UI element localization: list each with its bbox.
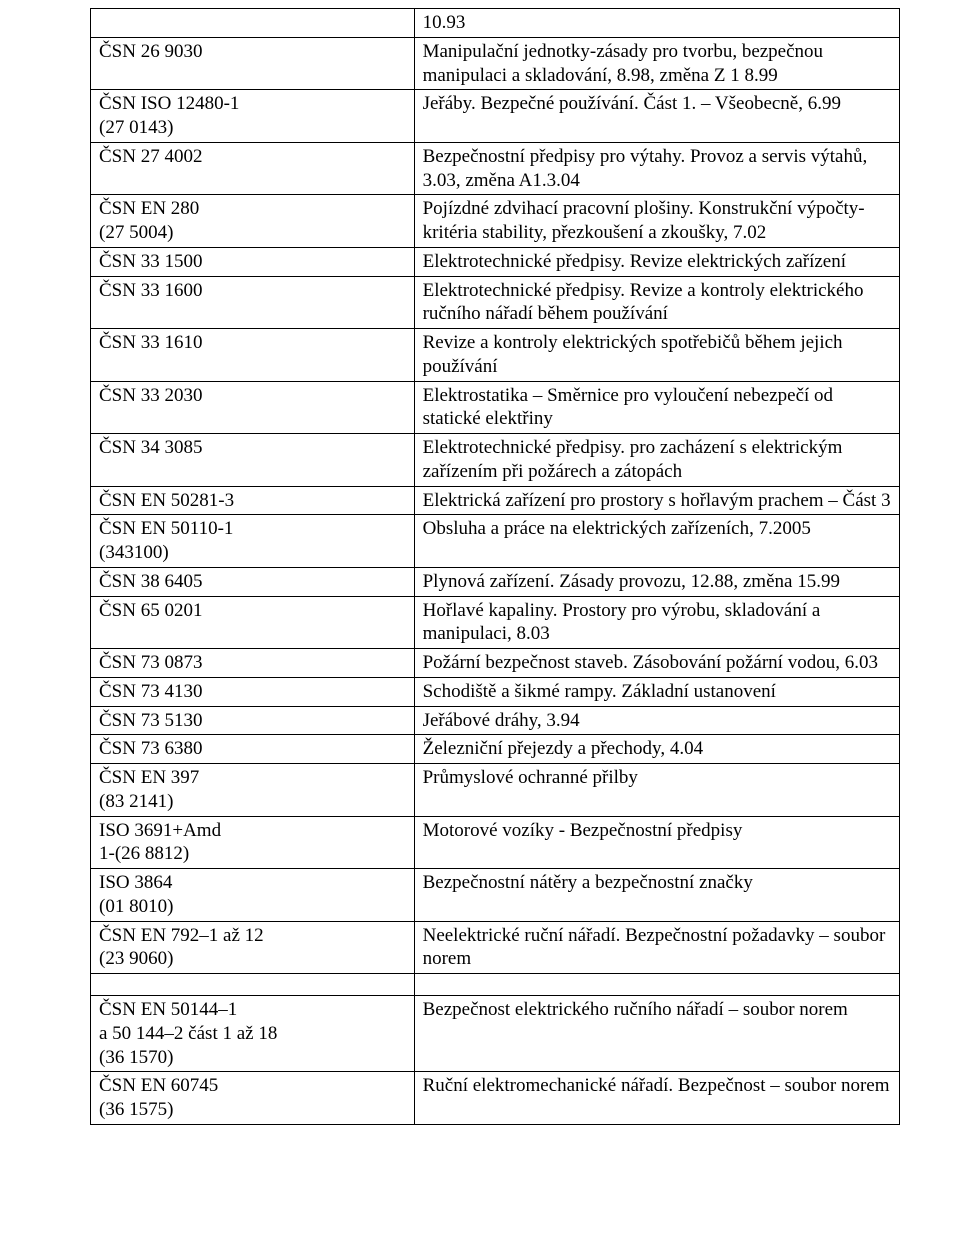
standard-code-cell: ČSN 34 3085: [91, 434, 415, 487]
standards-table: 10.93ČSN 26 9030Manipulační jednotky-zás…: [90, 8, 900, 1125]
table-row: ČSN 33 2030Elektrostatika – Směrnice pro…: [91, 381, 900, 434]
standard-description-cell: Obsluha a práce na elektrických zařízení…: [414, 515, 899, 568]
standard-description-cell: Neelektrické ruční nářadí. Bezpečnostní …: [414, 921, 899, 974]
standard-code-cell: ČSN EN 50281-3: [91, 486, 415, 515]
standard-code-cell: ČSN 73 4130: [91, 677, 415, 706]
standard-description-cell: Elektrotechnické předpisy. Revize a kont…: [414, 276, 899, 329]
standard-description-cell: Motorové vozíky - Bezpečnostní předpisy: [414, 816, 899, 869]
table-row: ČSN EN 50110-1(343100)Obsluha a práce na…: [91, 515, 900, 568]
standard-description-cell: Bezpečnostní nátěry a bezpečnostní značk…: [414, 869, 899, 922]
standard-description-cell: Hořlavé kapaliny. Prostory pro výrobu, s…: [414, 596, 899, 649]
standard-code-cell: ČSN 26 9030: [91, 37, 415, 90]
table-row: ISO 3864(01 8010)Bezpečnostní nátěry a b…: [91, 869, 900, 922]
standard-description-cell: Plynová zařízení. Zásady provozu, 12.88,…: [414, 567, 899, 596]
table-row: ČSN 33 1600Elektrotechnické předpisy. Re…: [91, 276, 900, 329]
standard-description-cell: Schodiště a šikmé rampy. Základní ustano…: [414, 677, 899, 706]
standard-description-cell: Bezpečnost elektrického ručního nářadí –…: [414, 996, 899, 1072]
table-row: ČSN 65 0201Hořlavé kapaliny. Prostory pr…: [91, 596, 900, 649]
table-row: ČSN 73 6380Železniční přejezdy a přechod…: [91, 735, 900, 764]
table-row: ČSN 33 1500Elektrotechnické předpisy. Re…: [91, 247, 900, 276]
standard-code-cell: ČSN 33 2030: [91, 381, 415, 434]
table-row: ISO 3691+Amd1-(26 8812)Motorové vozíky -…: [91, 816, 900, 869]
standard-code-cell: [91, 9, 415, 38]
standard-code-cell: ČSN 33 1600: [91, 276, 415, 329]
standard-description-cell: Jeřábové dráhy, 3.94: [414, 706, 899, 735]
table-row: 10.93: [91, 9, 900, 38]
table-spacer-row: [91, 974, 900, 996]
standard-description-cell: 10.93: [414, 9, 899, 38]
table-row: ČSN 73 0873Požární bezpečnost staveb. Zá…: [91, 649, 900, 678]
standard-code-cell: ČSN 73 0873: [91, 649, 415, 678]
standard-description-cell: Revize a kontroly elektrických spotřebič…: [414, 329, 899, 382]
standard-description-cell: Ruční elektromechanické nářadí. Bezpečno…: [414, 1072, 899, 1125]
standard-code-cell: ČSN EN 60745(36 1575): [91, 1072, 415, 1125]
standard-code-cell: ISO 3691+Amd1-(26 8812): [91, 816, 415, 869]
standard-code-cell: ČSN 65 0201: [91, 596, 415, 649]
standard-code-cell: ČSN ISO 12480-1(27 0143): [91, 90, 415, 143]
table-row: ČSN EN 50144–1a 50 144–2 část 1 až 18(36…: [91, 996, 900, 1072]
table-row: ČSN 26 9030Manipulační jednotky-zásady p…: [91, 37, 900, 90]
standard-description-cell: Elektrostatika – Směrnice pro vyloučení …: [414, 381, 899, 434]
table-row: ČSN EN 50281-3Elektrická zařízení pro pr…: [91, 486, 900, 515]
standard-description-cell: Elektrotechnické předpisy. Revize elektr…: [414, 247, 899, 276]
standard-code-cell: ČSN EN 50110-1(343100): [91, 515, 415, 568]
spacer-cell: [414, 974, 899, 996]
table-row: ČSN EN 397(83 2141)Průmyslové ochranné p…: [91, 764, 900, 817]
table-row: ČSN 73 5130Jeřábové dráhy, 3.94: [91, 706, 900, 735]
standard-code-cell: ČSN EN 792–1 až 12(23 9060): [91, 921, 415, 974]
standard-code-cell: ČSN 27 4002: [91, 142, 415, 195]
standard-description-cell: Průmyslové ochranné přilby: [414, 764, 899, 817]
standard-description-cell: Elektrická zařízení pro prostory s hořla…: [414, 486, 899, 515]
table-row: ČSN EN 280(27 5004)Pojízdné zdvihací pra…: [91, 195, 900, 248]
standard-code-cell: ČSN EN 397(83 2141): [91, 764, 415, 817]
standard-code-cell: ČSN EN 280(27 5004): [91, 195, 415, 248]
table-row: ČSN 34 3085Elektrotechnické předpisy. pr…: [91, 434, 900, 487]
standard-code-cell: ČSN EN 50144–1a 50 144–2 část 1 až 18(36…: [91, 996, 415, 1072]
table-row: ČSN 38 6405Plynová zařízení. Zásady prov…: [91, 567, 900, 596]
spacer-cell: [91, 974, 415, 996]
table-row: ČSN ISO 12480-1(27 0143)Jeřáby. Bezpečné…: [91, 90, 900, 143]
table-row: ČSN 27 4002Bezpečnostní předpisy pro výt…: [91, 142, 900, 195]
table-row: ČSN 73 4130Schodiště a šikmé rampy. Zákl…: [91, 677, 900, 706]
standard-description-cell: Jeřáby. Bezpečné používání. Část 1. – Vš…: [414, 90, 899, 143]
standard-code-cell: ČSN 73 6380: [91, 735, 415, 764]
standard-code-cell: ČSN 38 6405: [91, 567, 415, 596]
table-row: ČSN EN 792–1 až 12(23 9060)Neelektrické …: [91, 921, 900, 974]
standard-code-cell: ISO 3864(01 8010): [91, 869, 415, 922]
standard-description-cell: Bezpečnostní předpisy pro výtahy. Provoz…: [414, 142, 899, 195]
table-row: ČSN 33 1610Revize a kontroly elektrickýc…: [91, 329, 900, 382]
standard-description-cell: Pojízdné zdvihací pracovní plošiny. Kons…: [414, 195, 899, 248]
standard-description-cell: Elektrotechnické předpisy. pro zacházení…: [414, 434, 899, 487]
standard-code-cell: ČSN 33 1500: [91, 247, 415, 276]
standard-description-cell: Manipulační jednotky-zásady pro tvorbu, …: [414, 37, 899, 90]
standard-code-cell: ČSN 73 5130: [91, 706, 415, 735]
standard-code-cell: ČSN 33 1610: [91, 329, 415, 382]
standard-description-cell: Železniční přejezdy a přechody, 4.04: [414, 735, 899, 764]
table-row: ČSN EN 60745(36 1575)Ruční elektromechan…: [91, 1072, 900, 1125]
standard-description-cell: Požární bezpečnost staveb. Zásobování po…: [414, 649, 899, 678]
